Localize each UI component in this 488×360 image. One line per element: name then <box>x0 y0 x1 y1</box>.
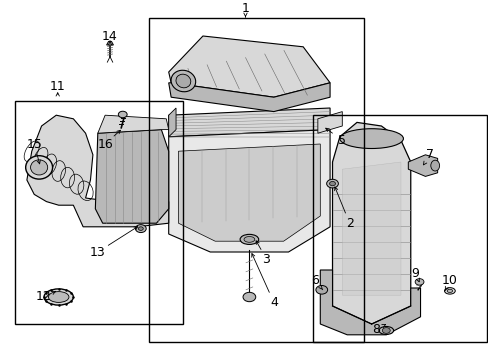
Circle shape <box>329 181 335 186</box>
Text: 16: 16 <box>97 138 113 150</box>
Polygon shape <box>168 130 329 252</box>
Polygon shape <box>168 83 329 112</box>
Text: 2: 2 <box>345 217 353 230</box>
Ellipse shape <box>44 289 73 305</box>
Ellipse shape <box>176 74 190 88</box>
Text: 12: 12 <box>36 291 52 303</box>
Circle shape <box>118 111 127 118</box>
Ellipse shape <box>26 156 53 179</box>
Polygon shape <box>407 155 437 176</box>
Polygon shape <box>320 270 420 335</box>
Ellipse shape <box>444 288 454 294</box>
Polygon shape <box>317 112 342 133</box>
Text: 6: 6 <box>311 274 319 287</box>
Ellipse shape <box>430 160 439 171</box>
Text: 7: 7 <box>426 148 433 161</box>
Circle shape <box>382 328 389 333</box>
Text: 10: 10 <box>441 274 457 287</box>
Ellipse shape <box>240 234 258 244</box>
Polygon shape <box>168 36 329 97</box>
Ellipse shape <box>339 129 403 148</box>
Polygon shape <box>106 41 113 45</box>
Text: 11: 11 <box>50 80 65 93</box>
Polygon shape <box>98 115 168 133</box>
Circle shape <box>414 279 423 285</box>
Bar <box>15 101 183 324</box>
Polygon shape <box>27 115 168 227</box>
Text: 15: 15 <box>26 138 42 150</box>
Polygon shape <box>178 144 320 241</box>
Polygon shape <box>168 108 329 137</box>
Bar <box>149 18 364 342</box>
Text: 8: 8 <box>372 323 380 336</box>
Ellipse shape <box>244 237 254 242</box>
Circle shape <box>243 292 255 302</box>
Polygon shape <box>168 108 176 137</box>
Text: 1: 1 <box>241 3 249 15</box>
Text: 4: 4 <box>269 296 277 309</box>
Polygon shape <box>342 162 400 295</box>
Text: 5: 5 <box>338 134 346 147</box>
Ellipse shape <box>447 289 452 292</box>
Circle shape <box>326 179 338 188</box>
Polygon shape <box>95 130 168 223</box>
Text: 3: 3 <box>262 253 270 266</box>
Ellipse shape <box>48 292 69 302</box>
Circle shape <box>315 285 327 294</box>
Ellipse shape <box>30 160 48 175</box>
Ellipse shape <box>171 70 195 92</box>
Polygon shape <box>332 122 410 324</box>
Circle shape <box>138 227 143 230</box>
Text: 9: 9 <box>411 267 419 280</box>
Text: 13: 13 <box>90 246 105 258</box>
Circle shape <box>135 225 146 233</box>
Ellipse shape <box>378 327 393 334</box>
Text: 14: 14 <box>102 30 118 42</box>
Bar <box>312 115 486 342</box>
